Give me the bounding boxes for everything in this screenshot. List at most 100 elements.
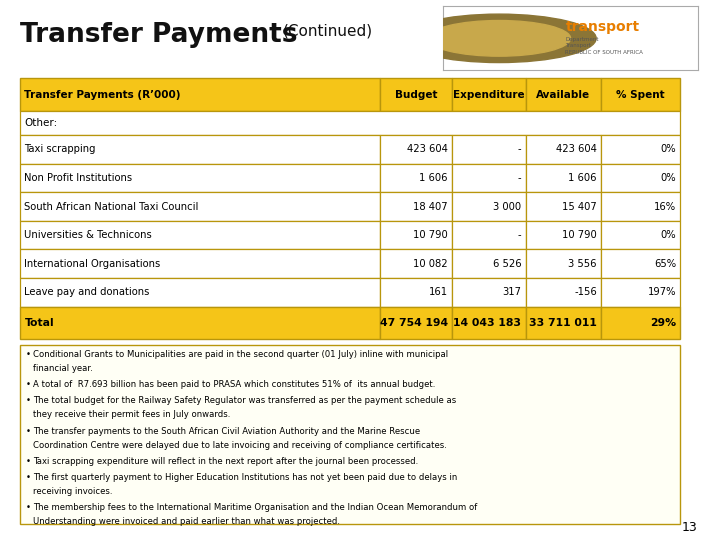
Bar	[20, 249, 380, 278]
Bar	[20, 307, 380, 339]
Bar	[20, 164, 380, 192]
Text: Available: Available	[536, 90, 590, 99]
Bar	[380, 307, 452, 339]
Text: The total budget for the Railway Safety Regulator was transferred as per the pay: The total budget for the Railway Safety …	[33, 396, 456, 406]
Bar	[20, 221, 380, 249]
Bar	[20, 135, 380, 164]
Text: Coordination Centre were delayed due to late invoicing and receiving of complian: Coordination Centre were delayed due to …	[33, 441, 447, 450]
Text: Department
Transport
REPUBLIC OF SOUTH AFRICA: Department Transport REPUBLIC OF SOUTH A…	[565, 37, 644, 55]
Text: •: •	[26, 457, 31, 466]
Text: 14 043 183: 14 043 183	[454, 318, 521, 328]
Bar	[380, 221, 452, 249]
Bar	[20, 345, 680, 524]
Text: Expenditure: Expenditure	[453, 90, 525, 99]
Text: -156: -156	[574, 287, 597, 298]
Text: receiving invoices.: receiving invoices.	[33, 487, 112, 496]
Text: 6 526: 6 526	[492, 259, 521, 269]
Text: 13: 13	[681, 521, 697, 534]
Circle shape	[402, 14, 596, 63]
Text: 0%: 0%	[660, 173, 676, 183]
Text: 161: 161	[428, 287, 448, 298]
Bar	[452, 78, 526, 111]
Bar	[452, 192, 526, 221]
Text: 0%: 0%	[660, 144, 676, 154]
Text: •: •	[26, 503, 31, 512]
Text: Leave pay and donations: Leave pay and donations	[24, 287, 150, 298]
Text: 3 000: 3 000	[493, 201, 521, 212]
Text: 317: 317	[503, 287, 521, 298]
Bar	[526, 278, 601, 307]
Text: 33 711 011: 33 711 011	[529, 318, 597, 328]
Text: transport: transport	[565, 20, 639, 34]
Text: The transfer payments to the South African Civil Aviation Authority and the Mari: The transfer payments to the South Afric…	[33, 427, 420, 436]
Bar	[526, 307, 601, 339]
Bar	[601, 135, 680, 164]
Text: •: •	[26, 350, 31, 359]
Text: Total: Total	[24, 318, 54, 328]
Bar	[452, 249, 526, 278]
Text: International Organisations: International Organisations	[24, 259, 161, 269]
Bar	[601, 249, 680, 278]
Bar	[452, 307, 526, 339]
Text: 1 606: 1 606	[419, 173, 448, 183]
Bar	[380, 249, 452, 278]
Bar	[526, 78, 601, 111]
Bar	[20, 78, 380, 111]
Text: The membership fees to the International Maritime Organisation and the Indian Oc: The membership fees to the International…	[33, 503, 477, 512]
Bar	[380, 135, 452, 164]
Text: Transfer Payments: Transfer Payments	[20, 22, 297, 48]
Bar	[380, 78, 452, 111]
Text: 16%: 16%	[654, 201, 676, 212]
Bar	[380, 164, 452, 192]
Text: Other:: Other:	[24, 118, 58, 128]
Text: -: -	[518, 144, 521, 154]
Text: 29%: 29%	[650, 318, 676, 328]
Bar	[601, 221, 680, 249]
Bar	[601, 78, 680, 111]
Text: (Continued): (Continued)	[283, 24, 373, 39]
Text: A total of  R7.693 billion has been paid to PRASA which constitutes 51% of  its : A total of R7.693 billion has been paid …	[33, 380, 436, 389]
Text: 197%: 197%	[647, 287, 676, 298]
Text: 423 604: 423 604	[407, 144, 448, 154]
Text: Transfer Payments (R’000): Transfer Payments (R’000)	[24, 90, 180, 99]
Text: 47 754 194: 47 754 194	[379, 318, 448, 328]
Text: -: -	[518, 173, 521, 183]
Text: Understanding were invoiced and paid earlier than what was projected.: Understanding were invoiced and paid ear…	[33, 517, 340, 526]
Text: Taxi scrapping: Taxi scrapping	[24, 144, 96, 154]
Text: 18 407: 18 407	[413, 201, 448, 212]
Text: -: -	[518, 230, 521, 240]
Text: •: •	[26, 427, 31, 436]
Text: 10 790: 10 790	[562, 230, 597, 240]
Circle shape	[428, 21, 571, 56]
Bar	[601, 278, 680, 307]
Bar	[20, 111, 680, 135]
Text: 65%: 65%	[654, 259, 676, 269]
Bar	[526, 221, 601, 249]
Text: 1 606: 1 606	[568, 173, 597, 183]
Bar	[601, 192, 680, 221]
Text: 10 082: 10 082	[413, 259, 448, 269]
Text: 15 407: 15 407	[562, 201, 597, 212]
Bar	[452, 278, 526, 307]
Text: South African National Taxi Council: South African National Taxi Council	[24, 201, 199, 212]
Text: they receive their permit fees in July onwards.: they receive their permit fees in July o…	[33, 410, 230, 420]
Bar	[452, 164, 526, 192]
Text: financial year.: financial year.	[33, 364, 93, 373]
Text: 0%: 0%	[660, 230, 676, 240]
Bar	[452, 135, 526, 164]
Bar	[526, 192, 601, 221]
Bar	[526, 249, 601, 278]
Bar	[380, 192, 452, 221]
Bar	[20, 192, 380, 221]
Text: •: •	[26, 473, 31, 482]
Text: 10 790: 10 790	[413, 230, 448, 240]
Bar	[452, 221, 526, 249]
Text: % Spent: % Spent	[616, 90, 665, 99]
Text: •: •	[26, 380, 31, 389]
Bar	[20, 278, 380, 307]
Bar	[526, 135, 601, 164]
Bar	[601, 307, 680, 339]
Text: Universities & Technicons: Universities & Technicons	[24, 230, 152, 240]
Bar	[601, 164, 680, 192]
Text: Non Profit Institutions: Non Profit Institutions	[24, 173, 132, 183]
